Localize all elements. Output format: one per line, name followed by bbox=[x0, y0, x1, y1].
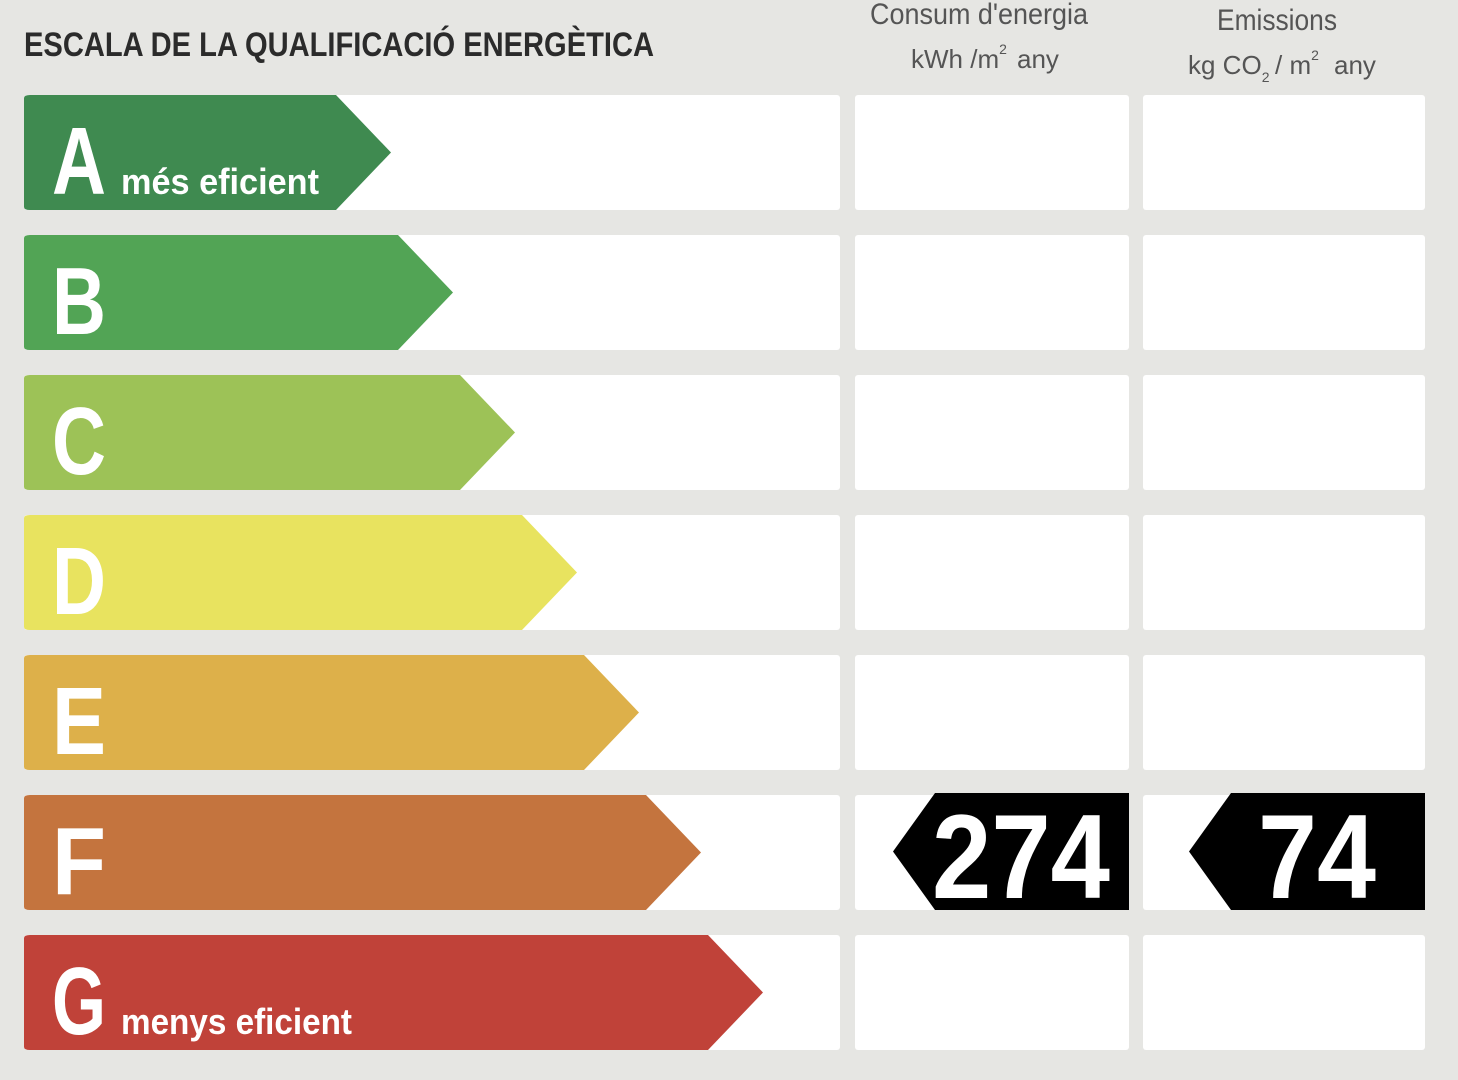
consumption-value: 274 bbox=[932, 790, 1110, 924]
class-letter: D bbox=[52, 528, 106, 635]
emissions-cell bbox=[1143, 95, 1425, 210]
unit-sup: 2 bbox=[999, 41, 1007, 57]
consumption-cell bbox=[855, 375, 1129, 490]
title: ESCALA DE LA QUALIFICACIÓ ENERGÈTICA bbox=[24, 26, 654, 64]
rating-arrow bbox=[24, 235, 453, 350]
unit-sub: 2 bbox=[1262, 69, 1270, 85]
emissions-cell bbox=[1143, 655, 1425, 770]
consumption-title: Consum d'energia bbox=[870, 0, 1088, 31]
rating-arrow bbox=[24, 655, 639, 770]
consumption-cell bbox=[855, 655, 1129, 770]
class-letter: A bbox=[52, 108, 106, 215]
class-letter: F bbox=[52, 808, 106, 915]
class-letter: G bbox=[52, 948, 106, 1055]
emissions-cell bbox=[1143, 935, 1425, 1050]
rating-arrow bbox=[24, 95, 391, 210]
emissions-cell bbox=[1143, 375, 1425, 490]
rating-arrow bbox=[24, 795, 701, 910]
class-label: més eficient bbox=[121, 161, 319, 202]
consumption-marker bbox=[893, 793, 1129, 910]
class-label: menys eficient bbox=[121, 1001, 352, 1042]
unit-part: kg CO bbox=[1188, 50, 1262, 80]
consumption-cell bbox=[855, 235, 1129, 350]
emissions-cell bbox=[1143, 515, 1425, 630]
unit-sup: 2 bbox=[1311, 47, 1319, 63]
class-letter: E bbox=[52, 668, 106, 775]
consumption-unit: kWh /m2 any bbox=[911, 41, 1059, 74]
emissions-title: Emissions bbox=[1217, 4, 1337, 37]
class-letter: B bbox=[52, 248, 106, 355]
emissions-unit: kg CO2/ m2 any bbox=[1188, 47, 1376, 85]
consumption-cell bbox=[855, 95, 1129, 210]
emissions-value: 74 bbox=[1258, 790, 1376, 924]
rating-arrow bbox=[24, 935, 763, 1050]
consumption-cell bbox=[855, 515, 1129, 630]
consumption-cell bbox=[855, 935, 1129, 1050]
emissions-cell bbox=[1143, 235, 1425, 350]
unit-part: any bbox=[1017, 44, 1059, 74]
unit-part: any bbox=[1334, 50, 1376, 80]
unit-part: kWh /m bbox=[911, 44, 999, 74]
rating-arrow bbox=[24, 375, 515, 490]
rating-arrow bbox=[24, 515, 577, 630]
unit-part: / m bbox=[1275, 50, 1311, 80]
emissions-marker bbox=[1189, 793, 1425, 910]
class-letter: C bbox=[52, 388, 106, 495]
